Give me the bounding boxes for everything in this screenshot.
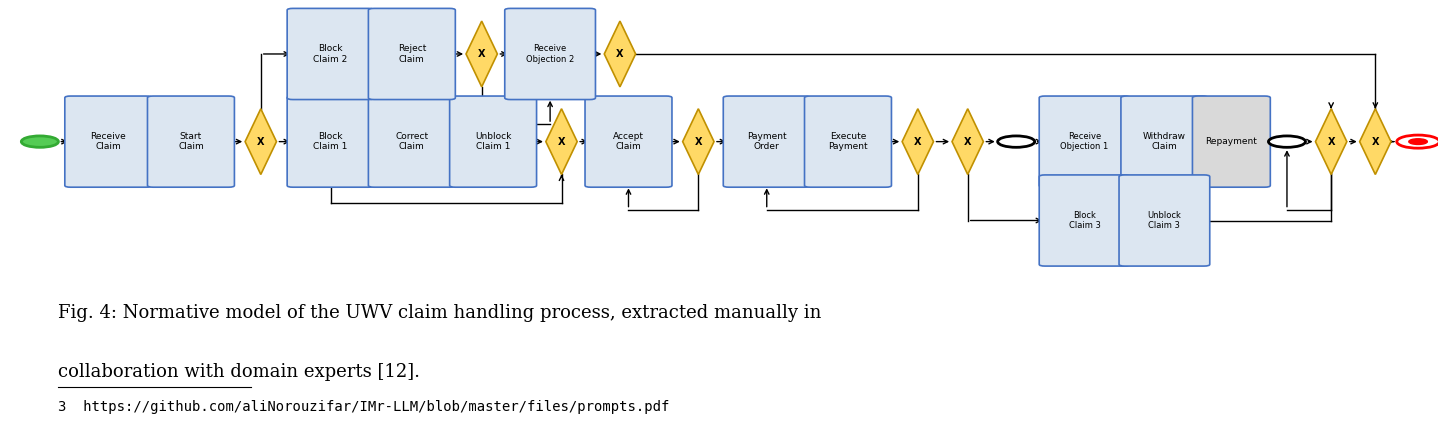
Polygon shape — [683, 109, 715, 175]
FancyBboxPatch shape — [1040, 175, 1130, 266]
FancyBboxPatch shape — [148, 96, 234, 187]
Text: Block
Claim 1: Block Claim 1 — [313, 132, 348, 151]
Text: Repayment: Repayment — [1205, 137, 1257, 146]
Text: Start
Claim: Start Claim — [178, 132, 204, 151]
Polygon shape — [466, 21, 498, 87]
Polygon shape — [902, 109, 933, 175]
Circle shape — [998, 136, 1035, 147]
Text: Block
Claim 3: Block Claim 3 — [1068, 211, 1100, 230]
Text: Accept
Claim: Accept Claim — [613, 132, 644, 151]
Text: Receive
Claim: Receive Claim — [91, 132, 127, 151]
FancyBboxPatch shape — [368, 96, 456, 187]
Text: X: X — [617, 49, 624, 59]
FancyBboxPatch shape — [585, 96, 672, 187]
Polygon shape — [244, 109, 276, 175]
Circle shape — [1268, 136, 1306, 147]
Text: Fig. 4: Normative model of the UWV claim handling process, extracted manually in: Fig. 4: Normative model of the UWV claim… — [59, 304, 821, 322]
Polygon shape — [546, 109, 577, 175]
FancyBboxPatch shape — [804, 96, 892, 187]
Text: Payment
Order: Payment Order — [746, 132, 787, 151]
FancyBboxPatch shape — [288, 96, 374, 187]
Text: 3  https://github.com/aliNorouzifar/IMr-LLM/blob/master/files/prompts.pdf: 3 https://github.com/aliNorouzifar/IMr-L… — [59, 400, 670, 414]
Text: Block
Claim 2: Block Claim 2 — [313, 44, 348, 64]
Text: Receive
Objection 2: Receive Objection 2 — [526, 44, 574, 64]
FancyBboxPatch shape — [1192, 96, 1270, 187]
FancyBboxPatch shape — [288, 8, 374, 100]
Text: Withdraw
Claim: Withdraw Claim — [1143, 132, 1186, 151]
Text: Correct
Claim: Correct Claim — [395, 132, 429, 151]
FancyBboxPatch shape — [1040, 96, 1130, 187]
Polygon shape — [1360, 109, 1391, 175]
Text: X: X — [1327, 137, 1334, 146]
Circle shape — [1396, 135, 1438, 148]
Text: Receive
Objection 1: Receive Objection 1 — [1060, 132, 1109, 151]
Text: Unblock
Claim 1: Unblock Claim 1 — [475, 132, 512, 151]
FancyBboxPatch shape — [1122, 96, 1208, 187]
Polygon shape — [604, 21, 636, 87]
FancyBboxPatch shape — [65, 96, 152, 187]
FancyBboxPatch shape — [450, 96, 536, 187]
Text: X: X — [257, 137, 265, 146]
Polygon shape — [952, 109, 984, 175]
Text: X: X — [477, 49, 486, 59]
Text: Reject
Claim: Reject Claim — [398, 44, 426, 64]
FancyBboxPatch shape — [368, 8, 456, 100]
Circle shape — [1409, 139, 1428, 145]
Text: collaboration with domain experts [12].: collaboration with domain experts [12]. — [59, 363, 420, 381]
FancyBboxPatch shape — [505, 8, 595, 100]
Text: X: X — [963, 137, 972, 146]
Circle shape — [22, 136, 59, 147]
FancyBboxPatch shape — [723, 96, 810, 187]
Polygon shape — [1316, 109, 1347, 175]
Text: X: X — [558, 137, 565, 146]
Text: Unblock
Claim 3: Unblock Claim 3 — [1148, 211, 1182, 230]
Text: Execute
Payment: Execute Payment — [828, 132, 867, 151]
FancyBboxPatch shape — [1119, 175, 1209, 266]
Text: X: X — [695, 137, 702, 146]
Text: X: X — [915, 137, 922, 146]
Text: X: X — [1372, 137, 1379, 146]
